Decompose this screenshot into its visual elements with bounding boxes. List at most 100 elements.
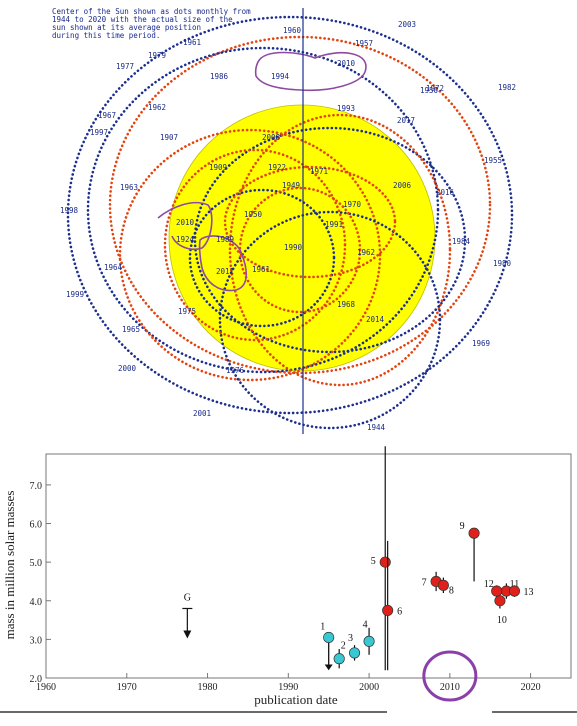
point-label: 1 (320, 621, 325, 632)
highlight-loop-2011 (198, 235, 248, 292)
year-label: 2014 (366, 315, 385, 324)
x-tick-label: 2020 (521, 682, 541, 693)
year-label: 1980 (493, 259, 512, 268)
year-labels: 1960 1997 1982 1955 1998 1984 1980 1963 … (60, 20, 516, 432)
year-label: 1960 (283, 26, 302, 35)
year-label: 1965 (122, 325, 140, 334)
year-label: 1955 (484, 156, 502, 165)
year-label: 1909 (209, 163, 227, 172)
orbit-path (66, 15, 514, 415)
data-point (468, 527, 480, 539)
year-label: 1924 (176, 235, 195, 244)
orbit-path (108, 35, 492, 375)
y-axis-label: mass in million solar masses (2, 491, 17, 640)
data-point (382, 604, 394, 616)
point-label: 12 (484, 579, 494, 590)
year-label: 2001 (193, 409, 211, 418)
year-label: 2010 (337, 59, 356, 68)
orbit-path (188, 188, 336, 328)
sun-orbit-panel: Center of the Sun shown as dots monthly … (52, 7, 516, 434)
plot-frame (45, 453, 572, 679)
year-label: 1967 (98, 111, 116, 120)
y-tick-label: 7.0 (30, 481, 43, 492)
g-marker-arrowhead (183, 630, 192, 639)
year-label: 1999 (66, 290, 84, 299)
y-tick-label: 5.0 (30, 558, 43, 569)
year-label: 1922 (268, 163, 286, 172)
x-axis-label: publication date (254, 692, 338, 707)
point-label: 3 (348, 633, 353, 644)
year-label: 1986 (210, 72, 229, 81)
data-point (348, 647, 361, 659)
point-label: 13 (523, 587, 533, 598)
year-label: 1989 (216, 235, 234, 244)
data-point (363, 635, 375, 647)
year-label: 1968 (337, 300, 356, 309)
year-label: 1950 (420, 86, 439, 95)
caption-line-2: 1944 to 2020 with the actual size of the (52, 15, 233, 24)
highlight-ellipse-2010 (422, 650, 478, 702)
x-tick-label: 1980 (198, 682, 218, 693)
data-point (379, 556, 391, 568)
point-label: 4 (363, 619, 368, 630)
upper-limit-arrowhead (324, 664, 333, 671)
year-label: 1997 (90, 128, 108, 137)
y-tick-label: 3.0 (30, 635, 43, 646)
year-label: 1963 (120, 183, 138, 192)
y-tick-label: 2.0 (30, 674, 43, 685)
year-label: 1976 (226, 366, 245, 375)
point-label: 2 (341, 641, 346, 652)
year-label: 2017 (397, 116, 415, 125)
caption-line-4: during this time period. (52, 31, 160, 40)
year-label: 1961 (252, 265, 270, 274)
orbit-paths (66, 15, 514, 430)
orbit-path (218, 210, 442, 430)
year-label: 1949 (282, 181, 300, 190)
orbit-path (238, 186, 362, 314)
year-label: 1962 (148, 103, 166, 112)
point-label: 6 (397, 606, 402, 617)
point-label: 5 (371, 556, 376, 567)
year-label: 1998 (60, 206, 79, 215)
orbit-path (228, 113, 452, 387)
x-tick-label: 1970 (117, 682, 137, 693)
x-tick-label: 1990 (278, 682, 298, 693)
year-label: 2003 (398, 20, 416, 29)
point-label: 7 (422, 577, 427, 588)
y-axis-ticks: 2.0 3.0 4.0 5.0 6.0 7.0 (30, 481, 51, 685)
year-label: 1994 (271, 72, 290, 81)
orbit-path (163, 148, 347, 342)
year-label: 1962 (357, 248, 375, 257)
year-label: 1950 (244, 210, 263, 219)
year-label: 1964 (104, 263, 123, 272)
point-label: 10 (497, 615, 507, 626)
point-label: 9 (460, 521, 465, 532)
orbit-path (193, 126, 467, 354)
year-label: 1977 (116, 62, 134, 71)
y-tick-label: 4.0 (30, 597, 43, 608)
year-label: 1961 (183, 38, 201, 47)
data-point (508, 585, 521, 597)
year-label: 1971 (310, 167, 328, 176)
year-label: 1993 (337, 104, 355, 113)
year-label: 2011 (216, 267, 234, 276)
year-label: 2000 (118, 364, 137, 373)
year-label: 1970 (343, 200, 362, 209)
year-label: 1990 (284, 243, 303, 252)
g-marker-label: G (184, 592, 191, 603)
highlight-loop-1994 (254, 51, 367, 92)
year-label: 1907 (160, 133, 178, 142)
data-point (323, 631, 335, 643)
year-label: 1979 (148, 51, 166, 60)
point-label: 11 (510, 579, 520, 590)
data-point (494, 595, 506, 607)
year-label: 2006 (393, 181, 412, 190)
data-point (333, 653, 345, 665)
x-tick-label: 2000 (359, 682, 379, 693)
year-label: 2010 (176, 218, 195, 227)
caption-line-1: Center of the Sun shown as dots monthly … (52, 7, 251, 16)
year-label: 1944 (367, 423, 386, 432)
orbit-path (86, 46, 440, 374)
